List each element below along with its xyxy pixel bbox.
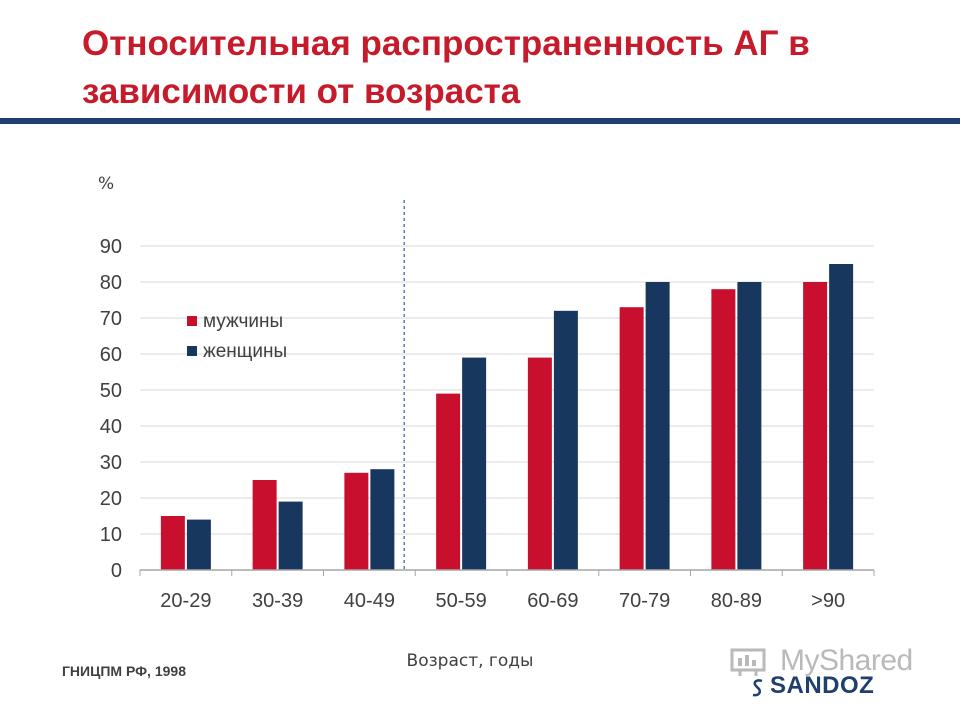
x-tick-label: 70-79 [619,590,670,612]
bars-layer [160,264,854,570]
x-tick-label: 20-29 [160,590,211,612]
bar-women-60-69 [553,310,578,570]
legend-label-women: женщины [203,341,287,362]
bar-women-70-79 [645,282,670,570]
x-tick-label: 30-39 [252,590,303,612]
bar-men-60-69 [527,357,552,570]
grid-layer [140,245,874,571]
y-tick-label: 70 [100,308,122,330]
y-tick-label: 30 [100,452,122,474]
y-tick-label: 80 [100,272,122,294]
axis-layer: 0 10 20 30 40 50 60 70 80 90 20-29 30-39 40-49 50-59 6… [100,236,875,612]
x-tick-label: 40-49 [344,590,395,612]
bar-men-50-59 [436,393,461,570]
y-tick-label: 10 [100,524,122,546]
title-rule [0,118,960,124]
bar-women-20-29 [186,519,211,570]
x-tick-label: >90 [811,590,845,612]
legend-layer: мужчины женщины [187,311,287,362]
bar-men-80-89 [711,289,736,570]
y-tick-label: 50 [100,380,122,402]
x-tick-label: 50-59 [436,590,487,612]
source-note: ГНИЦПМ РФ, 1998 [62,663,186,679]
y-tick-label: 20 [100,488,122,510]
bar-women-40-49 [370,469,395,570]
legend-swatch-women [187,346,197,356]
y-axis-label: % [98,174,114,194]
watermark-text: MyShared [780,644,913,677]
slide-title: Относительная распространенность АГ в за… [82,24,810,111]
bar-women-80-89 [737,282,762,570]
x-tick-label: 80-89 [711,590,762,612]
bar-women-30-39 [278,501,303,570]
y-tick-label: 60 [100,344,122,366]
x-tick-label: 60-69 [527,590,578,612]
bar-men->90 [803,282,828,570]
y-tick-label: 90 [100,236,122,258]
presentation-icon [730,648,766,676]
sandoz-logo-icon [752,679,763,697]
legend-swatch-men [187,316,197,326]
y-tick-label: 40 [100,416,122,438]
watermark-logo: MyShared [730,640,930,710]
bar-men-70-79 [619,307,644,570]
legend-label-men: мужчины [203,311,283,332]
brand-name: SANDOZ [770,672,875,699]
bar-men-40-49 [344,472,369,570]
bar-women->90 [829,264,854,570]
x-axis-label: Возраст, годы [407,651,534,671]
bar-women-50-59 [462,357,487,570]
bar-men-30-39 [252,480,277,570]
bar-men-20-29 [160,516,185,570]
y-tick-label: 0 [111,560,122,582]
